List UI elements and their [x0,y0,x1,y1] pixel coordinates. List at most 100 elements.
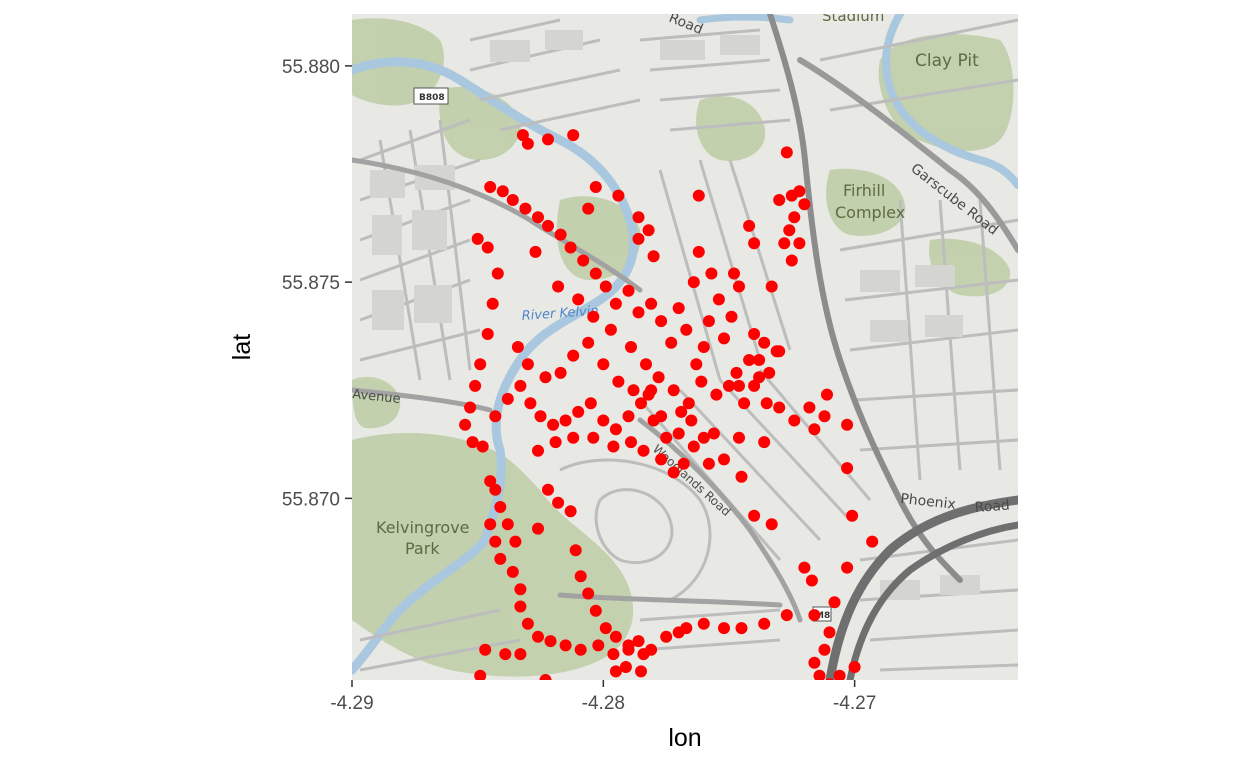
data-point-121 [803,401,816,414]
data-point-134 [637,444,650,457]
data-point-78 [667,384,680,397]
data-point-21 [672,302,685,315]
data-point-40 [484,181,497,193]
data-point-181 [609,630,622,643]
gps-points [459,129,879,699]
data-point-85 [582,336,595,349]
y-axis: 55.880 55.875 55.870 [282,57,352,510]
data-point-35 [542,219,554,232]
data-point-69 [697,431,710,444]
data-point-100 [743,219,756,232]
data-point-198 [825,678,834,680]
data-point-71 [552,280,565,293]
data-point-28 [622,284,635,297]
data-point-109 [778,237,791,250]
data-point-110 [785,254,798,267]
data-point-82 [539,371,552,384]
data-point-54 [514,379,527,392]
data-point-57 [547,418,560,431]
data-point-207 [798,561,811,574]
data-point-187 [680,622,693,635]
data-point-75 [625,341,637,353]
svg-text:M8: M8 [815,611,830,621]
data-point-147 [509,535,522,548]
data-point-10 [758,336,771,349]
data-point-43 [491,267,504,280]
data-point-122 [808,423,821,436]
data-point-49 [459,418,472,431]
x-tick-label-2: -4.27 [833,693,876,714]
data-point-32 [577,254,590,267]
data-point-171 [479,643,492,656]
data-point-153 [532,630,544,643]
data-point-170 [474,669,487,680]
data-point-16 [695,375,708,388]
data-point-18 [723,379,735,392]
data-point-79 [682,397,695,410]
data-point-104 [793,185,806,198]
data-point-101 [780,146,793,159]
data-point-214 [655,410,668,423]
data-point-53 [501,392,514,405]
data-point-106 [788,211,801,224]
data-point-213 [675,405,688,418]
data-point-145 [489,535,502,548]
data-point-68 [685,414,698,427]
data-point-19 [738,397,751,410]
road-shield-b808: B808 [413,87,449,105]
data-point-204 [846,509,859,522]
data-point-196 [808,656,821,669]
data-point-185 [660,630,673,643]
data-point-9 [748,328,761,340]
map-label-avenue: Avenue [352,387,402,407]
data-point-105 [798,198,811,211]
data-point-44 [486,297,499,310]
data-point-26 [645,297,658,310]
data-point-63 [622,410,635,423]
data-point-66 [660,431,673,444]
data-point-48 [464,401,477,414]
data-point-120 [788,414,801,427]
data-point-86 [597,358,610,371]
data-point-151 [514,600,527,613]
data-point-22 [687,276,700,289]
data-point-23 [705,267,718,280]
map-label-clay-pit: Clay Pit [915,51,979,71]
data-point-158 [607,648,620,661]
map-panel: Stadium Clay Pit Firhill Complex Garscub… [352,14,1018,699]
data-point-42 [481,241,494,254]
data-point-113 [765,280,778,293]
data-point-197 [813,669,826,680]
map-label-park: Park [405,539,440,558]
data-point-80 [511,341,524,353]
data-point-84 [567,349,580,362]
data-point-212 [707,427,720,440]
data-point-167 [539,674,552,680]
data-point-64 [635,397,647,410]
x-tick-label-1: -4.28 [582,693,625,714]
data-point-156 [574,643,587,656]
data-point-169 [499,648,512,661]
data-point-189 [718,622,730,635]
data-point-108 [793,237,806,250]
data-point-163 [609,665,622,678]
data-point-96 [632,232,645,245]
data-point-29 [609,297,622,310]
data-point-166 [560,687,572,699]
data-point-174 [552,496,565,509]
y-tick-label-2: 55.870 [282,489,340,510]
data-point-144 [484,518,497,531]
data-point-182 [622,639,635,652]
data-point-46 [474,358,487,371]
data-point-41 [471,232,484,245]
data-point-130 [687,440,700,453]
data-point-102 [773,194,786,206]
y-axis-title: lat [228,334,256,360]
data-point-107 [783,224,796,237]
data-point-199 [833,669,846,680]
map-label-kelvingrove: Kelvingrove [376,518,470,537]
data-point-58 [559,414,572,427]
data-point-142 [489,483,502,496]
data-point-190 [735,622,748,635]
